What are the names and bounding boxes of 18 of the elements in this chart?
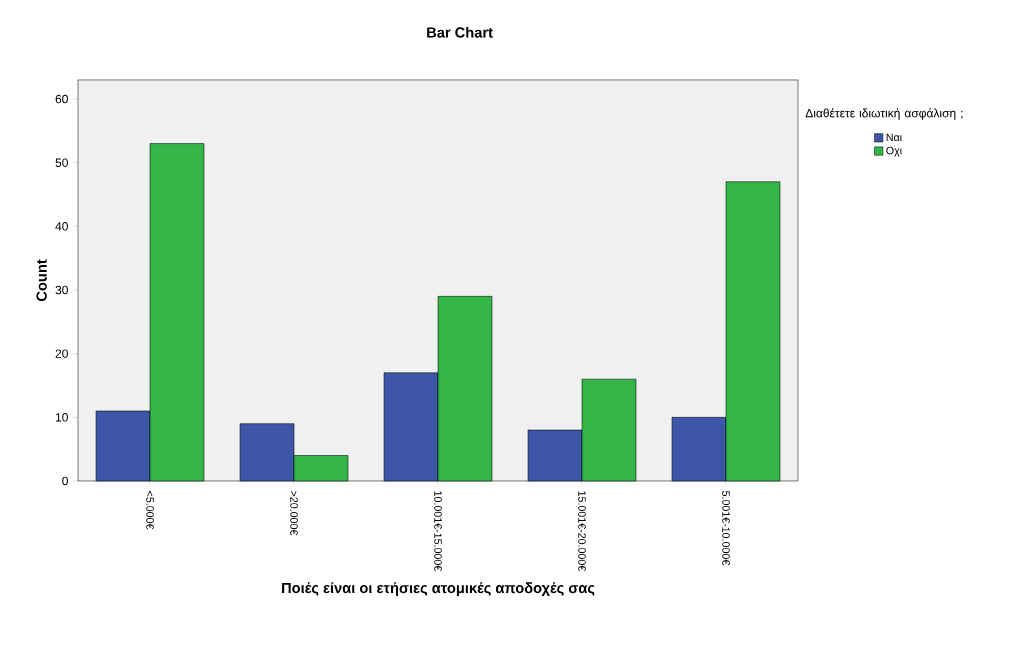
y-tick-label: 60 (55, 94, 68, 104)
y-tick-label: 40 (55, 222, 68, 231)
y-tick-label: 50 (55, 158, 68, 167)
chart-title: Bar Chart (427, 26, 493, 38)
y-axis-title: Count (36, 259, 47, 302)
x-tick-label: <5.000€ (146, 491, 154, 530)
legend-title: Διαθέτετε ιδιωτική ασφάλιση ; (805, 108, 963, 120)
y-tick-label: 0 (62, 476, 68, 486)
x-tick-label: 15.001€-20.000€ (578, 491, 586, 572)
legend-label: Οχι (886, 146, 902, 157)
y-tick-label: 30 (55, 285, 68, 295)
x-tick-label: 10.001€-15.000€ (434, 491, 442, 572)
x-tick-label: >20.000€ (290, 491, 298, 536)
x-tick-label: 5.001€-10.000€ (722, 491, 730, 566)
y-tick-label: 20 (55, 349, 68, 358)
x-axis-title: Ποιές είναι οι ετήσιες ατομικές αποδοχές σας (282, 582, 595, 597)
y-tick-label: 10 (55, 413, 68, 422)
legend-label: Ναι (886, 133, 902, 142)
